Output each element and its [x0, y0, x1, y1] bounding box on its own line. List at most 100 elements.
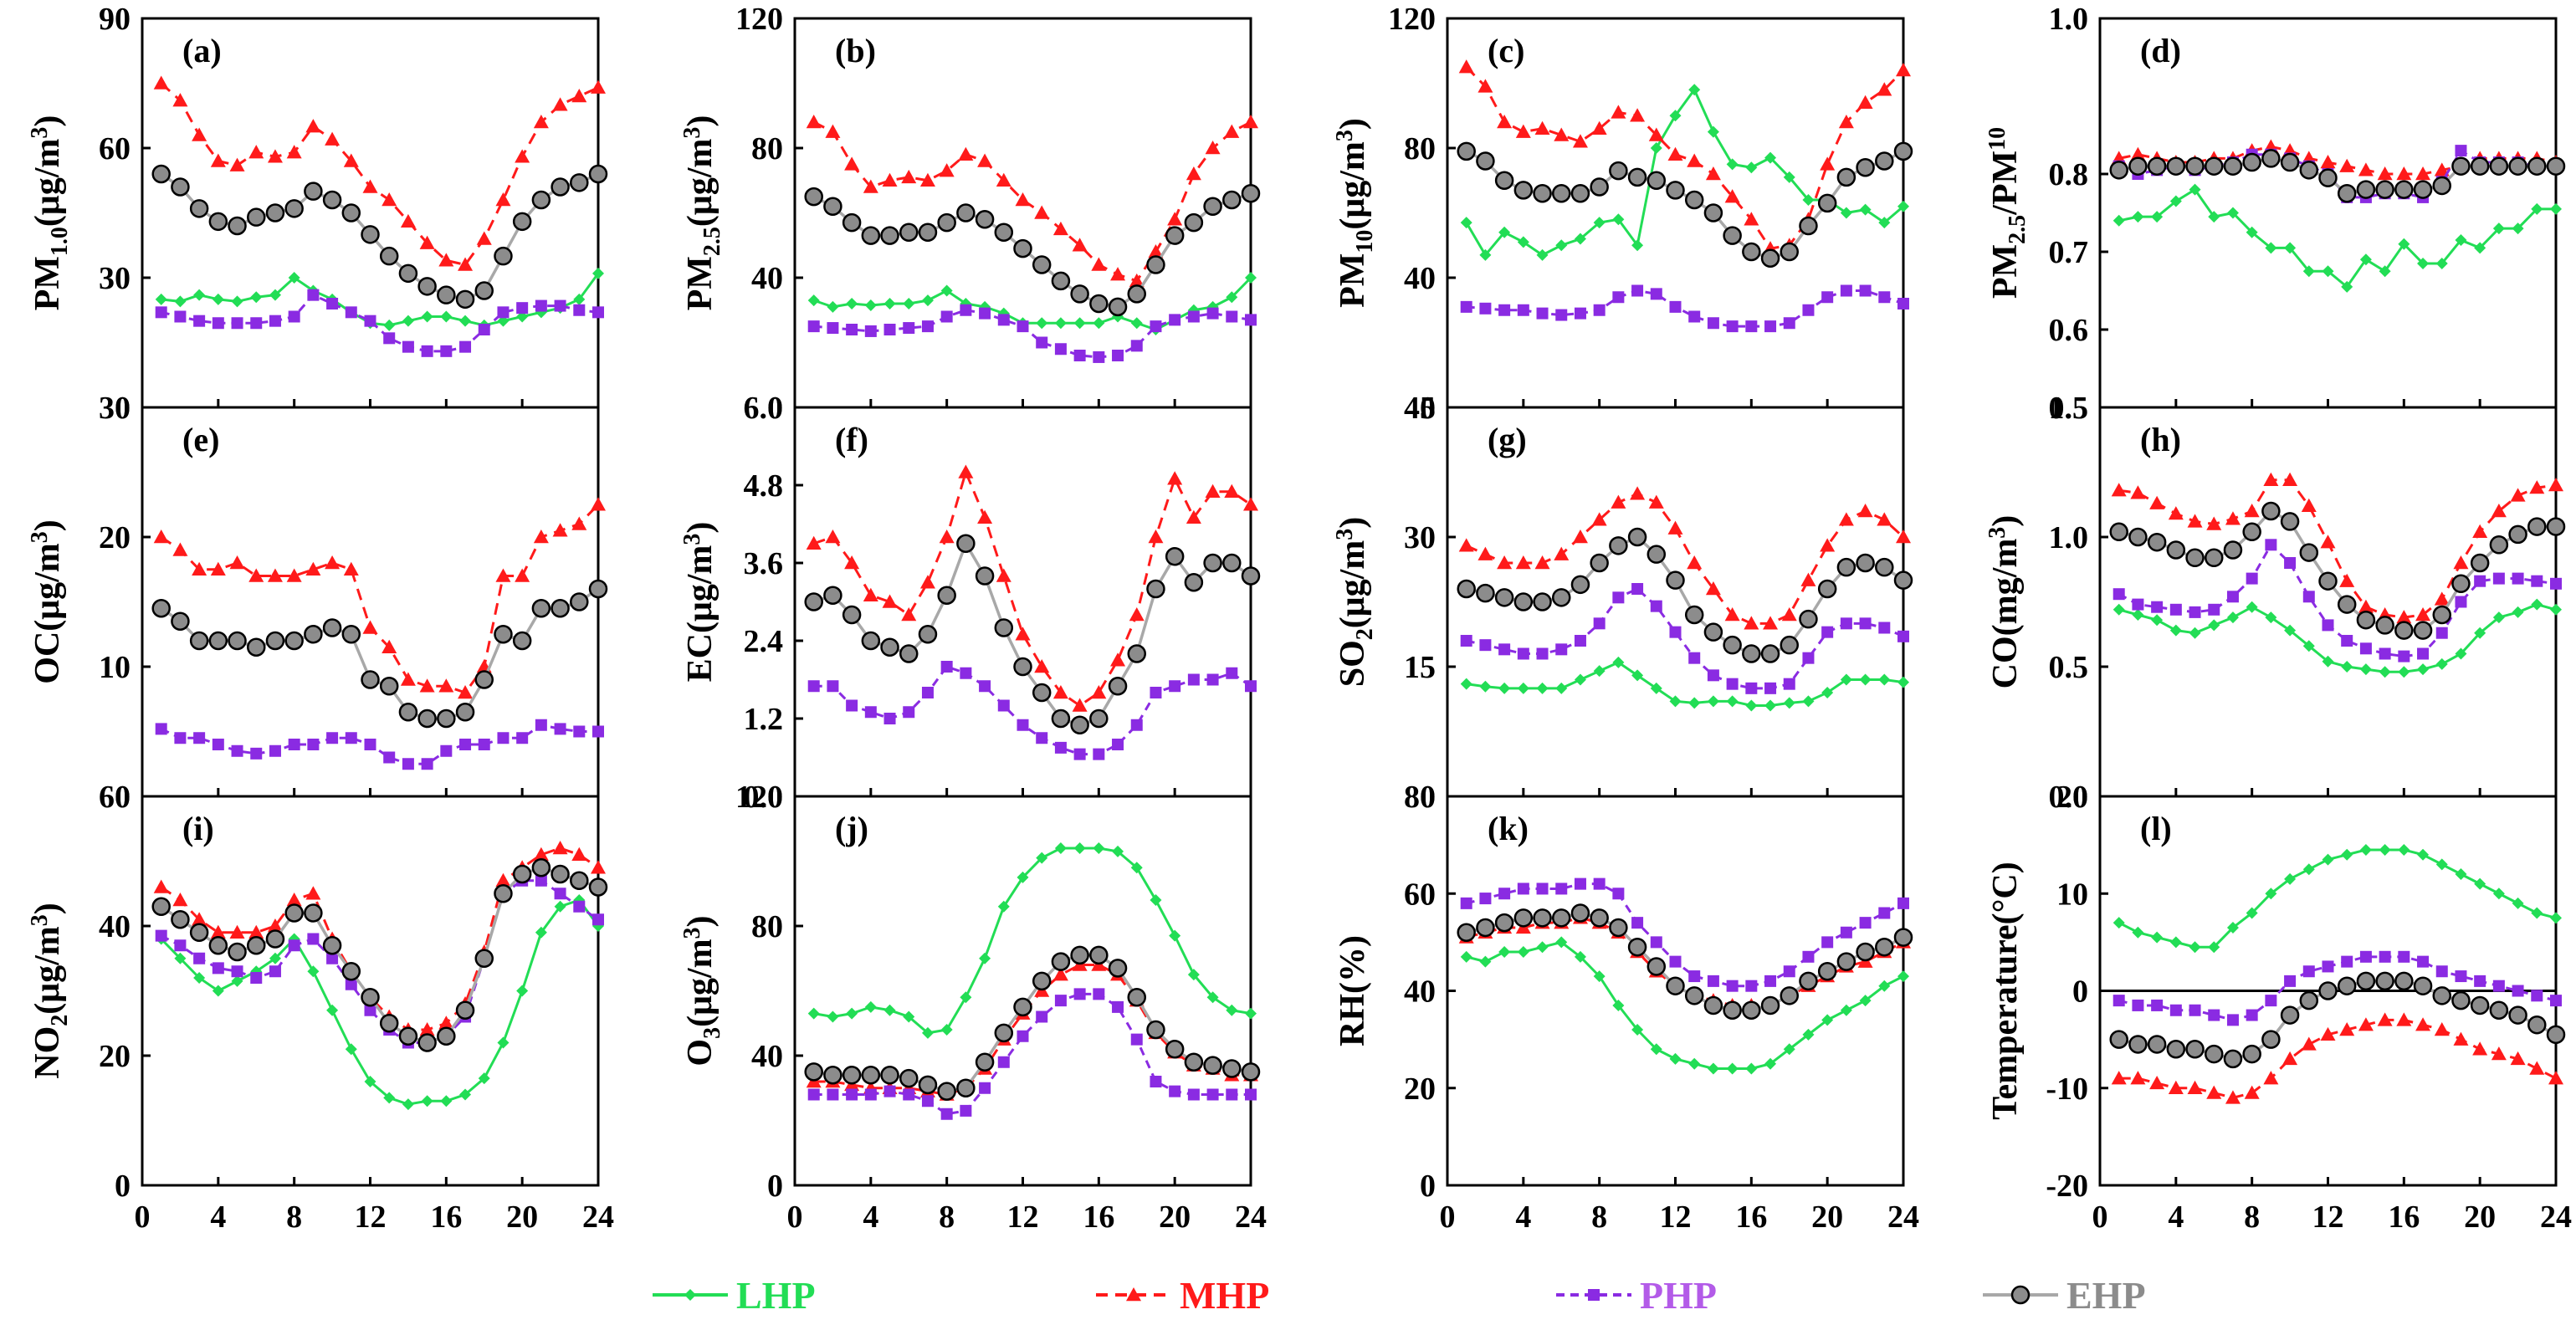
data-point [1896, 63, 1911, 77]
plot-frame [141, 406, 600, 798]
data-point [379, 1014, 399, 1033]
data-point [1165, 547, 1185, 566]
data-point [192, 912, 207, 926]
data-point [1073, 317, 1086, 330]
data-point [1650, 288, 1662, 300]
data-point [1513, 908, 1534, 928]
data-point [1054, 317, 1067, 330]
data-point [1513, 181, 1534, 200]
y-tick-label: 30 [1404, 520, 1436, 555]
data-point [807, 680, 820, 693]
data-point [2413, 976, 2433, 995]
data-point [2394, 971, 2414, 991]
data-point [1857, 504, 1873, 518]
data-point [960, 991, 972, 1004]
data-point [1017, 719, 1029, 731]
data-point [977, 153, 993, 167]
y-tick-label: 0.7 [2049, 235, 2089, 270]
x-tick-label: 8 [2244, 1200, 2260, 1235]
data-point [591, 79, 606, 94]
data-point [2166, 156, 2186, 176]
x-tick-label: 24 [1887, 1200, 1919, 1235]
series-php [1460, 877, 1909, 992]
data-point [535, 719, 547, 731]
data-point [2301, 1036, 2317, 1051]
data-point [2322, 655, 2334, 668]
data-point [248, 145, 264, 159]
data-point [151, 897, 171, 916]
series-php [2113, 950, 2562, 1026]
data-point [2417, 955, 2430, 968]
data-point [228, 631, 247, 651]
data-point [1224, 483, 1240, 498]
data-point [1799, 971, 1818, 991]
data-point [1146, 1020, 1165, 1040]
legend-item-php: PHP [1556, 1274, 1717, 1317]
data-point [1574, 233, 1586, 245]
data-point [192, 127, 207, 141]
data-point [2455, 145, 2467, 157]
x-tick-label: 0 [787, 1200, 803, 1235]
data-point [2130, 485, 2146, 499]
data-point [1167, 212, 1183, 226]
data-point [1856, 553, 1875, 573]
data-point [1555, 309, 1568, 321]
data-point [880, 226, 899, 245]
data-point [174, 952, 187, 964]
data-point [1856, 158, 1875, 177]
data-point [1054, 995, 1067, 1007]
data-point [1783, 1043, 1795, 1056]
data-point [1051, 271, 1071, 291]
data-point [960, 667, 972, 679]
data-point [1108, 959, 1128, 978]
data-point [1840, 673, 1852, 686]
data-point [1036, 317, 1048, 330]
data-point [1783, 697, 1795, 709]
y-tick-label: 1.2 [744, 702, 784, 737]
data-point [1089, 294, 1109, 314]
data-point [495, 192, 511, 207]
data-point [247, 936, 266, 955]
data-point [512, 864, 532, 884]
data-point [2546, 1025, 2566, 1045]
data-point [844, 555, 860, 570]
y-tick-label: 80 [1404, 131, 1436, 166]
data-point [1479, 248, 1492, 261]
data-point [975, 210, 995, 229]
y-tick-label: 20 [99, 1039, 131, 1074]
data-point [2396, 166, 2412, 181]
data-point [189, 631, 209, 651]
plot-frame [793, 795, 1252, 1187]
data-point [1130, 317, 1143, 330]
data-point [1742, 242, 1761, 262]
data-point [1724, 607, 1740, 622]
data-point [1554, 127, 1570, 141]
data-point [1110, 267, 1126, 281]
data-point [2415, 607, 2431, 622]
panel-j: 0 40 80 120 0 4 8 12 16 20 24 (j) O3(μg/m3) [679, 780, 1267, 1235]
data-point [208, 936, 228, 955]
x-tick-label: 4 [1515, 1200, 1531, 1235]
data-point [172, 542, 188, 556]
data-point [1570, 575, 1590, 595]
data-point [997, 314, 1010, 326]
data-point [2318, 168, 2338, 187]
data-point [2147, 156, 2167, 176]
data-point [1574, 673, 1586, 686]
data-point [2246, 226, 2258, 238]
y-tick-label: 80 [751, 131, 783, 166]
data-point [1112, 845, 1124, 857]
data-point [1723, 1000, 1742, 1020]
series-lhp [2113, 843, 2562, 954]
y-tick-label: 0.5 [2049, 391, 2089, 426]
data-point [1650, 142, 1662, 154]
data-point [1013, 657, 1032, 677]
data-point [2531, 990, 2543, 1002]
data-point [903, 1088, 915, 1101]
data-point [1745, 699, 1758, 712]
data-point [2470, 156, 2490, 176]
data-point [2185, 1040, 2205, 1059]
data-point [495, 872, 511, 887]
data-point [1859, 917, 1872, 929]
data-point [383, 751, 396, 764]
